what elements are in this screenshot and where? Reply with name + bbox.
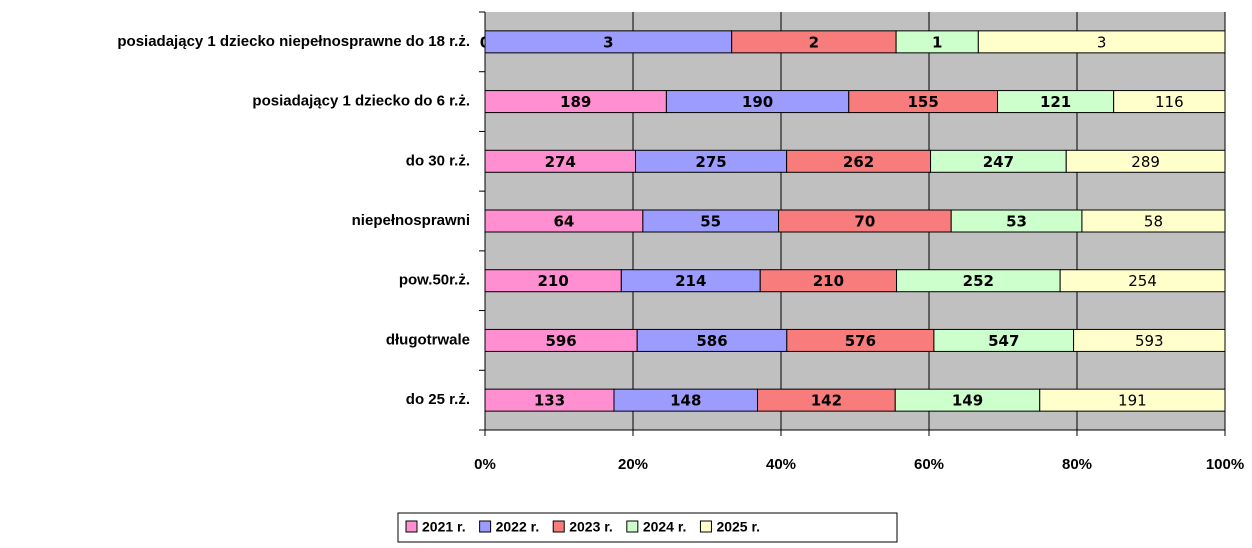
data-label: 3 (603, 33, 613, 51)
data-label: 596 (545, 332, 576, 350)
legend-swatch (479, 520, 492, 533)
data-label: 148 (670, 392, 701, 410)
legend-swatch (626, 520, 639, 533)
bar-segment (977, 30, 1226, 54)
data-label: 3 (1097, 33, 1107, 51)
data-label: 64 (553, 213, 574, 231)
data-label: 547 (988, 332, 1019, 350)
category-label: posiadający 1 dziecko do 6 r.ż. (252, 93, 470, 110)
data-label: 58 (1144, 213, 1163, 231)
legend-swatch (552, 520, 565, 533)
bar-segment (1081, 209, 1226, 233)
data-label: 254 (1128, 272, 1157, 290)
x-tick-label: 40% (766, 456, 796, 473)
data-label: 133 (534, 392, 565, 410)
category-label: posiadający 1 dziecko niepełnosprawne do… (117, 33, 470, 50)
data-label: 252 (963, 272, 994, 290)
data-label: 116 (1155, 93, 1184, 111)
legend-swatch (405, 520, 418, 533)
bar-segment (1059, 269, 1226, 293)
x-tick-label: 100% (1206, 456, 1244, 473)
legend-label: 2024 r. (643, 519, 687, 535)
data-label: 262 (843, 153, 874, 171)
category-label: do 25 r.ż. (406, 391, 470, 408)
x-tick-label: 20% (618, 456, 648, 473)
data-label: 2 (809, 33, 819, 51)
x-tick-label: 0% (474, 456, 496, 473)
data-label: 289 (1131, 153, 1160, 171)
data-label: 189 (560, 93, 591, 111)
bar-segment (1039, 388, 1226, 412)
legend-swatch (699, 520, 712, 533)
category-label: niepełnosprawni (352, 212, 470, 229)
data-label: 149 (952, 392, 983, 410)
data-label: 576 (845, 332, 876, 350)
bar-segment (1073, 328, 1226, 352)
category-label: długotrwale (386, 331, 470, 348)
legend-label: 2023 r. (569, 519, 613, 535)
legend-label: 2021 r. (422, 519, 466, 535)
data-label: 214 (675, 272, 706, 290)
data-label: 586 (696, 332, 727, 350)
data-label: 593 (1135, 332, 1164, 350)
bar-segment (1065, 149, 1226, 173)
data-label: 191 (1118, 392, 1147, 410)
legend-label: 2022 r. (496, 519, 540, 535)
data-label: 1 (932, 33, 942, 51)
x-tick-label: 60% (914, 456, 944, 473)
data-label: 275 (695, 153, 726, 171)
category-label: do 30 r.ż. (406, 152, 470, 169)
data-label: 121 (1040, 93, 1071, 111)
data-label: 142 (811, 392, 842, 410)
data-label: 274 (545, 153, 576, 171)
data-label: 155 (907, 93, 938, 111)
category-label: pow.50r.ż. (399, 272, 470, 289)
bar-segment (1113, 90, 1226, 114)
legend-label: 2025 r. (716, 519, 760, 535)
data-label: 53 (1006, 213, 1027, 231)
data-label: 55 (700, 213, 721, 231)
data-label: 210 (538, 272, 569, 290)
data-label: 70 (854, 213, 875, 231)
data-label: 210 (813, 272, 844, 290)
x-tick-label: 80% (1062, 456, 1092, 473)
data-label: 247 (983, 153, 1014, 171)
data-label: 190 (742, 93, 773, 111)
